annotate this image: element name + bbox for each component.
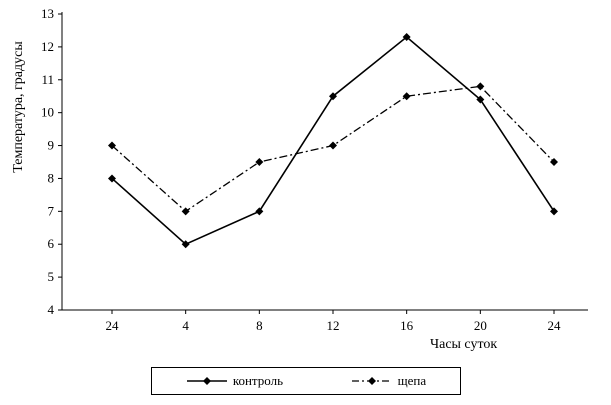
svg-text:8: 8 [48, 170, 55, 185]
solid-line-diamond-icon [186, 377, 227, 385]
svg-text:12: 12 [327, 318, 340, 333]
svg-text:24: 24 [106, 318, 120, 333]
svg-text:24: 24 [548, 318, 562, 333]
legend-item-kontrol: контроль [186, 373, 283, 389]
svg-text:10: 10 [41, 105, 54, 120]
svg-text:12: 12 [41, 39, 54, 54]
svg-text:13: 13 [41, 6, 54, 21]
chart-svg: 4 5 6 7 8 9 10 11 12 13 24 4 8 12 16 20 24 [41, 6, 588, 333]
svg-text:20: 20 [474, 318, 487, 333]
svg-text:4: 4 [48, 302, 55, 317]
svg-text:9: 9 [48, 138, 55, 153]
svg-text:16: 16 [400, 318, 414, 333]
legend-label-kontrol: контроль [232, 373, 284, 388]
svg-text:5: 5 [48, 269, 55, 284]
legend-box: контроль щепа [151, 367, 461, 395]
x-axis-label: Часы суток [430, 337, 498, 352]
svg-text:8: 8 [256, 318, 263, 333]
svg-text:7: 7 [48, 203, 55, 218]
svg-text:11: 11 [41, 72, 54, 87]
svg-text:4: 4 [182, 318, 189, 333]
dashdot-line-diamond-icon [351, 377, 392, 385]
legend-label-shchepa: щепа [397, 373, 427, 388]
svg-text:6: 6 [48, 236, 55, 251]
legend-item-shchepa: щепа [351, 373, 427, 389]
